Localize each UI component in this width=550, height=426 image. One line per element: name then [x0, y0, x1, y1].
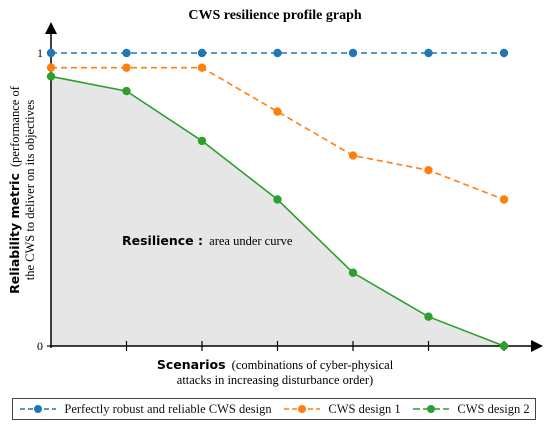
y-tick-label-0: 0 [37, 339, 43, 353]
legend-label-0: Perfectly robust and reliable CWS design [64, 401, 272, 416]
series-2-point-4 [348, 268, 358, 277]
series-0-point-6 [499, 48, 509, 58]
series-0-point-5 [424, 48, 433, 58]
chart-title: CWS resilience profile graph [188, 8, 362, 23]
y-axis-arrow [45, 22, 57, 34]
series-2-point-5 [424, 312, 433, 321]
series-2-point-6 [499, 341, 509, 351]
series-0-point-2 [197, 48, 207, 58]
legend-item-0: Perfectly robust and reliable CWS design [18, 401, 272, 417]
series-1-point-2 [197, 63, 207, 72]
series-1-point-0 [46, 63, 56, 72]
series-1-point-6 [499, 195, 509, 204]
series-1-point-3 [273, 107, 282, 116]
legend-swatch-1 [284, 405, 321, 413]
legend-swatch-2 [413, 405, 450, 413]
series-0-point-0 [46, 48, 56, 58]
series-2-point-3 [273, 195, 282, 204]
legend-item-2: CWS design 2 [411, 401, 530, 417]
y-axis-label: Reliability metric (performance of [7, 85, 22, 294]
x-axis-label-line2: attacks in increasing disturbance order) [177, 373, 373, 387]
series-0-point-1 [122, 48, 131, 58]
series-1-point-4 [348, 151, 358, 160]
x-axis-arrow [531, 340, 543, 352]
resilience-annotation: Resilience : area under curve [122, 233, 293, 248]
series-2-point-2 [197, 136, 207, 146]
series-2-point-1 [122, 86, 131, 96]
series-0-point-3 [273, 48, 282, 58]
legend-label-2: CWS design 2 [457, 401, 530, 416]
series-1-point-1 [122, 63, 131, 72]
legend-swatch-0 [20, 405, 57, 413]
series-0-point-4 [348, 48, 358, 58]
x-axis-label: Scenarios (combinations of cyber-physica… [157, 357, 394, 372]
legend-item-1: CWS design 1 [282, 401, 401, 417]
resilience-chart: CWS resilience profile graph 0 1 Resilien… [7, 8, 543, 387]
legend-label-1: CWS design 1 [328, 401, 401, 416]
y-tick-label-1: 1 [37, 46, 43, 60]
area-under-curve [51, 76, 504, 346]
series-2-point-0 [46, 72, 56, 81]
series-1-point-5 [424, 166, 433, 175]
y-axis-label-line2: the CWS to deliver on its objectives [23, 100, 37, 281]
legend: Perfectly robust and reliable CWS design… [12, 398, 536, 420]
